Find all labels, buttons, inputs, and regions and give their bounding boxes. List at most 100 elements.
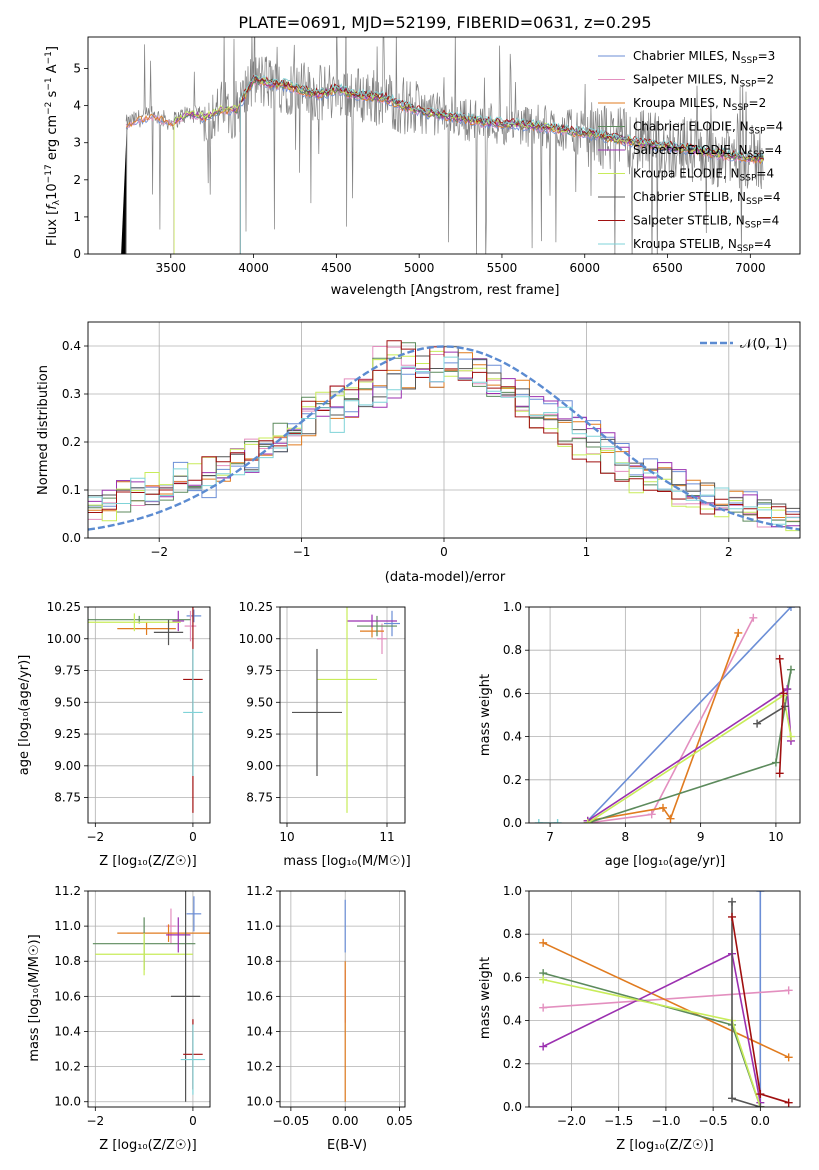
zw-marker-5-0 — [539, 975, 548, 984]
spectrum-data-start — [121, 124, 128, 254]
ma-ytick-label-5: 10.00 — [239, 632, 273, 646]
extinction-mass-panel: −0.05 0.00 0.05 10.0 10.2 10.4 10.6 10.8 11.0 11.… — [246, 884, 413, 1128]
zm-ytick-label-6: 11.2 — [54, 884, 81, 898]
metallicity-age-panel: −2 0 8.75 9.00 9.25 9.50 9.75 10.00 10.25 — [47, 600, 211, 844]
ma-xlabel: mass [log₁₀(M/M☉)] — [283, 854, 410, 869]
ma-ytick-label-4: 9.75 — [246, 664, 273, 678]
aw-xtick-label-3: 10 — [768, 830, 783, 844]
za-xlabel: Z [log₁₀(Z/Z☉)] — [99, 854, 196, 869]
za-ytick-label-2: 9.25 — [54, 727, 81, 741]
mass-age-panel: 10 11 8.75 9.00 9.25 9.50 9.75 10.00 10.25 — [239, 600, 406, 844]
aw-marker-6-0 — [753, 719, 762, 728]
residual-hist-8 — [88, 356, 800, 525]
zm-ytick-label-3: 10.6 — [54, 989, 81, 1003]
aw-marker-1-2 — [749, 613, 758, 622]
za-xtick-label-1: 0 — [189, 830, 197, 844]
aw-xtick-label-0: 7 — [546, 830, 554, 844]
ma-xtick-label-0: 10 — [279, 830, 294, 844]
ma-frame — [279, 606, 406, 824]
aw-xtick-label-1: 8 — [622, 830, 630, 844]
spec-xtick-label-2: 4500 — [321, 261, 352, 275]
zw-ytick-label-1: 0.2 — [503, 1057, 522, 1071]
zw-marker-0-1 — [756, 891, 765, 895]
aw-marker-0-1 — [786, 607, 795, 611]
em-ytick-label-2: 10.4 — [246, 1024, 273, 1038]
zw-marker-7-0 — [728, 912, 737, 921]
aw-line-6 — [756, 705, 786, 725]
aw-xlabel: age [log₁₀(age/yr)] — [605, 854, 726, 869]
zw-marker-1-0 — [539, 1003, 548, 1012]
spec-ytick-label-0: 0 — [73, 247, 81, 261]
zw-plot-area — [539, 891, 793, 1107]
spec-plot-area — [121, 37, 764, 254]
ma-ytick-label-1: 9.00 — [246, 759, 273, 773]
spec-ytick-label-3: 3 — [73, 136, 81, 150]
res-ytick-label-3: 0.3 — [62, 387, 81, 401]
za-frame — [87, 606, 211, 824]
zw-xtick-label-2: −1.0 — [651, 1114, 680, 1128]
res-xtick-label-1: −1 — [293, 545, 311, 559]
spec-xtick-label-0: 3500 — [156, 261, 187, 275]
zw-ytick-label-4: 0.8 — [503, 927, 522, 941]
zm-frame — [87, 890, 211, 1108]
em-ytick-label-1: 10.2 — [246, 1060, 273, 1074]
zw-marker-7-1 — [756, 1090, 765, 1099]
zw-frame — [528, 890, 801, 1108]
aw-ytick-label-2: 0.4 — [503, 730, 522, 744]
em-frame — [279, 890, 406, 1108]
ma-ytick-label-6: 10.25 — [239, 600, 273, 614]
spectrum-legend-label-5: Kroupa ELODIE, NSSP=4 — [633, 167, 774, 184]
zm-ytick-label-2: 10.4 — [54, 1024, 81, 1038]
ma-ytick-label-2: 9.25 — [246, 727, 273, 741]
zw-ytick-label-2: 0.4 — [503, 1014, 522, 1028]
zw-xtick-label-1: −1.5 — [604, 1114, 633, 1128]
aw-ytick-label-0: 0.0 — [503, 816, 522, 830]
zm-ytick-label-0: 10.0 — [54, 1095, 81, 1109]
res-xtick-label-0: −2 — [150, 545, 168, 559]
aw-ylabel: mass weight — [478, 674, 493, 756]
spectrum-xlabel: wavelength [Angstrom, rest frame] — [331, 283, 560, 298]
zm-plot-area — [92, 891, 210, 1102]
res-plot-area — [88, 340, 800, 532]
aw-marker-7-2 — [775, 769, 784, 778]
residual-xlabel: (data-model)/error — [385, 570, 506, 585]
zw-ytick-label-3: 0.6 — [503, 970, 522, 984]
spec-xtick-label-6: 6500 — [652, 261, 683, 275]
zw-marker-2-1 — [784, 1053, 793, 1062]
aw-frame — [528, 606, 801, 824]
em-xtick-label-1: 0.00 — [332, 1114, 359, 1128]
zw-line-5 — [543, 978, 762, 1107]
ma-ytick-label-0: 8.75 — [246, 791, 273, 805]
aw-marker-3-1 — [771, 758, 780, 767]
za-ytick-label-3: 9.50 — [54, 695, 81, 709]
residual-histogram-panel: −2 −1 0 1 2 0.0 0.1 0.2 0.3 0.4 — [62, 321, 801, 559]
spectrum-legend-label-3: Chabrier ELODIE, NSSP=4 — [633, 120, 783, 137]
za-xtick-label-0: −2 — [86, 830, 104, 844]
em-ytick-label-5: 11.0 — [246, 919, 273, 933]
zw-xlabel: Z [log₁₀(Z/Z☉)] — [616, 1138, 713, 1153]
za-ytick-label-6: 10.25 — [47, 600, 81, 614]
ma-ytick-label-3: 9.50 — [246, 695, 273, 709]
res-ytick-label-0: 0.0 — [62, 531, 81, 545]
za-plot-area — [88, 607, 203, 813]
spectrum-ylabel: Flux [fλ10−17 erg cm−2 s−1 A−1] — [44, 46, 62, 246]
res-xtick-label-4: 2 — [725, 545, 733, 559]
normal-legend-label: 𝒩(0, 1) — [740, 337, 787, 352]
zw-line-1 — [543, 989, 789, 1009]
spectrum-model-line-8 — [239, 74, 764, 254]
aw-marker-1-1 — [647, 810, 656, 819]
spec-xtick-label-5: 6000 — [569, 261, 600, 275]
metallicity-mass-panel: −2 0 10.0 10.2 10.4 10.6 10.8 11.0 11.2 — [54, 884, 211, 1128]
figure-title: PLATE=0691, MJD=52199, FIBERID=0631, z=0… — [238, 13, 651, 32]
spectrum-legend-label-7: Salpeter STELIB, NSSP=4 — [633, 214, 779, 231]
aw-marker-8-1 — [553, 819, 562, 823]
zw-marker-6-2 — [756, 1103, 765, 1107]
res-xtick-label-3: 1 — [583, 545, 591, 559]
aw-marker-2-1 — [658, 803, 667, 812]
normal-legend: 𝒩(0, 1) — [700, 337, 787, 352]
aw-line-1 — [587, 617, 755, 823]
spec-ytick-label-4: 4 — [73, 99, 81, 113]
aw-marker-8-0 — [534, 819, 543, 823]
aw-line-0 — [587, 607, 792, 822]
